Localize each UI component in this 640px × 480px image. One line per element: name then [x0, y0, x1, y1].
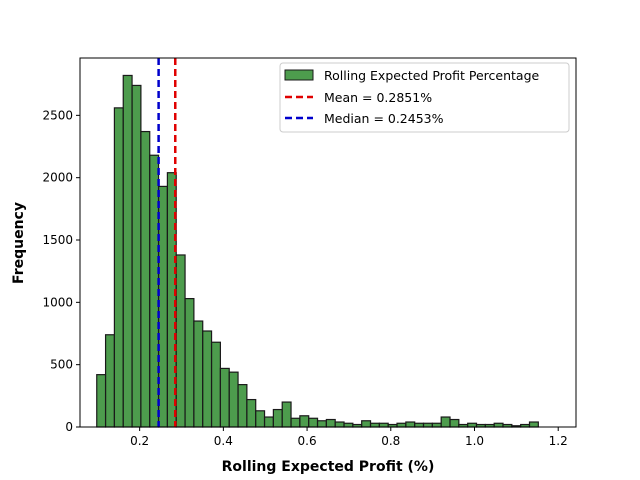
- reference-lines: [157, 58, 177, 427]
- histogram-bar: [219, 367, 230, 428]
- x-tick-label: 0.4: [214, 434, 233, 448]
- histogram-bar: [449, 418, 460, 428]
- x-tick-label: 0.6: [298, 434, 317, 448]
- histogram-bar: [281, 401, 292, 428]
- histogram-bar: [299, 415, 310, 428]
- y-tick-label: 1500: [42, 233, 73, 247]
- histogram-bar: [316, 420, 327, 428]
- y-tick-label: 2500: [42, 108, 73, 122]
- histogram-bar: [122, 74, 133, 428]
- histogram-bar: [369, 422, 380, 428]
- legend: Rolling Expected Profit Percentage Mean …: [279, 62, 570, 133]
- x-axis-ticks: 0.2 0.4 0.6 0.8 1.0 1.2: [130, 427, 568, 448]
- histogram-bar: [149, 154, 160, 428]
- y-axis-ticks: 0 500 1000 1500 2000 2500: [42, 108, 80, 434]
- histogram-bar: [193, 320, 204, 428]
- histogram-bar: [263, 416, 274, 428]
- histogram-bar: [440, 416, 451, 428]
- legend-mean-label: Mean = 0.2851%: [324, 90, 432, 105]
- histogram-bar: [131, 84, 142, 428]
- histogram-bar: [272, 408, 283, 428]
- histogram-bar: [528, 421, 539, 428]
- histogram-bar: [361, 420, 372, 428]
- histogram-bar: [228, 371, 239, 428]
- histogram-bar: [343, 422, 354, 428]
- histogram-bar: [175, 254, 186, 428]
- histogram-bar: [246, 398, 257, 428]
- histogram-bar: [414, 422, 425, 428]
- histogram-bar: [290, 417, 301, 428]
- histogram-bar: [104, 334, 116, 428]
- histogram-bar: [184, 297, 195, 428]
- y-tick-label: 1000: [42, 295, 73, 309]
- x-tick-label: 0.8: [381, 434, 400, 448]
- histogram-bar: [255, 410, 266, 428]
- histogram-bar: [467, 422, 478, 428]
- histogram-bar: [378, 422, 389, 428]
- x-tick-label: 1.0: [465, 434, 484, 448]
- legend-box: [279, 62, 570, 133]
- histogram-bar: [308, 417, 319, 428]
- histogram-bar: [431, 422, 442, 428]
- plot-frame: [79, 57, 577, 428]
- histogram-bar: [210, 341, 221, 428]
- histogram-bar: [96, 374, 107, 428]
- y-axis-label: Frequency: [11, 202, 27, 284]
- histogram-bar: [493, 422, 504, 428]
- histogram-bar: [157, 185, 168, 428]
- histogram-bar: [405, 421, 416, 428]
- x-tick-label: 0.2: [130, 434, 149, 448]
- legend-series-label: Rolling Expected Profit Percentage: [324, 68, 540, 83]
- y-tick-label: 0: [65, 420, 73, 434]
- x-axis-label: Rolling Expected Profit (%): [222, 459, 435, 475]
- legend-median-label: Median = 0.2453%: [324, 111, 444, 126]
- histogram-bar: [202, 330, 213, 428]
- histogram-bar: [325, 418, 336, 428]
- histogram-bar: [334, 421, 345, 428]
- y-tick-label: 500: [50, 358, 73, 372]
- y-tick-label: 2000: [42, 171, 73, 185]
- histogram-bar: [140, 130, 151, 428]
- legend-series-swatch: [284, 69, 314, 81]
- histogram-bars: [96, 74, 539, 428]
- histogram-bar: [396, 422, 407, 428]
- histogram-bar: [113, 107, 124, 428]
- histogram-bar: [237, 384, 248, 428]
- histogram-bar: [422, 422, 433, 428]
- x-tick-label: 1.2: [549, 434, 568, 448]
